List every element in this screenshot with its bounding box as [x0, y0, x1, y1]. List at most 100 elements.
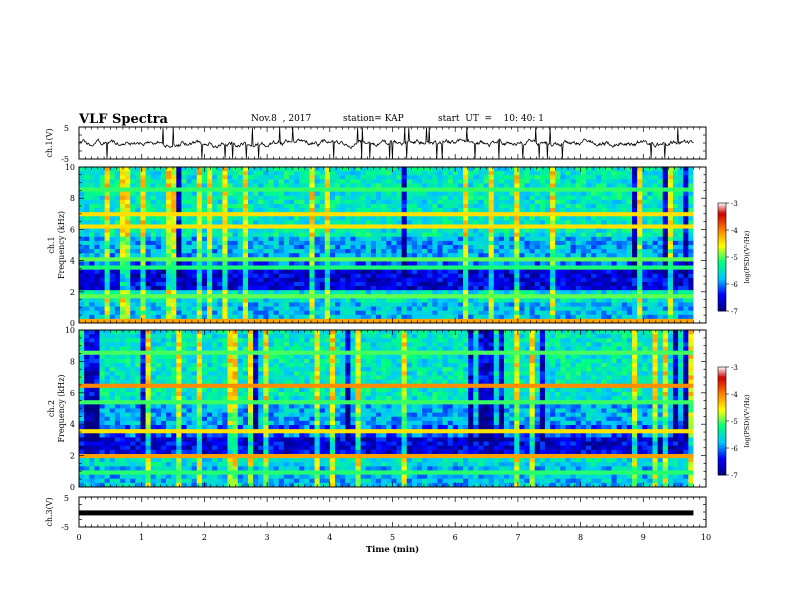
colorbar-tick-label: -3: [731, 200, 738, 208]
axes: [78, 126, 707, 528]
station-label: station= KAP: [343, 114, 404, 124]
colorbar-tick-label: -5: [731, 254, 738, 262]
colorbar-cell: [718, 426, 726, 429]
y-tick-label: 2: [70, 452, 75, 461]
colorbar-cell: [718, 408, 726, 411]
colorbar-cell: [718, 379, 726, 382]
colorbar-cell: [718, 449, 726, 452]
figure-title: VLF Spectra: [79, 112, 168, 127]
colorbar-cell: [718, 404, 726, 407]
y-tick-label: 4: [70, 257, 75, 266]
colorbar-cell: [718, 397, 726, 400]
colorbar-cell: [718, 222, 726, 225]
colorbar-cell: [718, 249, 726, 252]
y-tick-label: 5: [64, 494, 69, 503]
x-tick-label: 2: [202, 533, 207, 542]
colorbar-cell: [718, 237, 726, 240]
colorbar-tick-label: -4: [731, 391, 738, 399]
colorbar-cell: [718, 293, 726, 296]
colorbar-cell: [718, 401, 726, 404]
colorbar-cell: [718, 255, 726, 258]
colorbar-cell: [718, 258, 726, 261]
colorbar-cell: [718, 302, 726, 305]
colorbar-cell: [718, 253, 726, 256]
colorbar-cell: [718, 266, 726, 269]
y-axis-label: ch.3(V): [45, 497, 54, 526]
spectrogram-ch1: [79, 167, 706, 324]
colorbar-cell: [718, 374, 726, 377]
colorbar-cell: [718, 451, 726, 454]
colorbar-cell: [718, 291, 726, 294]
colorbar-cell: [718, 233, 726, 236]
colorbar-cell: [718, 381, 726, 384]
colorbar-cell: [718, 440, 726, 443]
colorbar-cell: [718, 444, 726, 447]
colorbar-cell: [718, 307, 726, 310]
colorbar-cell: [718, 284, 726, 287]
colorbars: [717, 202, 729, 476]
colorbar-cell: [718, 372, 726, 375]
colorbar-cell: [718, 230, 726, 233]
colorbar-tick-label: -3: [731, 364, 738, 372]
colorbar-cell: [718, 430, 726, 433]
colorbar-cell: [718, 421, 726, 424]
colorbar-cell: [718, 271, 726, 274]
x-tick-label: 6: [453, 533, 458, 542]
colorbar-cell: [718, 242, 726, 245]
colorbar-cell: [718, 203, 726, 206]
colorbar-cell: [718, 264, 726, 267]
colorbar-cell: [718, 204, 726, 207]
colorbar-cell: [718, 305, 726, 308]
colorbar-cell: [718, 244, 726, 247]
colorbar-cell: [718, 460, 726, 463]
y-tick-label: 10: [65, 163, 75, 172]
colorbar-cell: [718, 239, 726, 242]
colorbar-cell: [718, 442, 726, 445]
colorbar-cell: [718, 403, 726, 406]
colorbar-cell: [718, 298, 726, 301]
colorbar-tick-label: -5: [731, 418, 738, 426]
colorbar-cell: [718, 368, 726, 371]
colorbar-cell: [718, 433, 726, 436]
colorbar-cell: [718, 448, 726, 451]
y-tick-label: 0: [70, 483, 75, 492]
x-tick-label: 1: [139, 533, 144, 542]
colorbar-cell: [718, 294, 726, 297]
colorbar-cell: [718, 300, 726, 303]
colorbar-cell: [718, 431, 726, 434]
colorbar-cell: [718, 410, 726, 413]
colorbar-cell: [718, 226, 726, 229]
y-tick-label: 4: [70, 420, 75, 429]
y-tick-label: 6: [70, 225, 75, 234]
colorbar-cell: [718, 473, 726, 476]
x-tick-label: 8: [578, 533, 583, 542]
colorbar-tick-label: -4: [731, 227, 738, 235]
x-tick-label: 7: [515, 533, 520, 542]
colorbar-label: log(PSD)(V²/Hz): [743, 230, 751, 283]
y-tick-label: 2: [70, 288, 75, 297]
colorbar-cell: [718, 260, 726, 263]
ch3-waveform-line: [79, 510, 694, 516]
colorbar-cell: [718, 228, 726, 231]
colorbar-cell: [718, 464, 726, 467]
y-axis-label: ch.1(V): [45, 128, 54, 157]
colorbar-tick-label: -7: [731, 472, 738, 480]
spectrogram-ch2: [79, 330, 706, 488]
colorbar-cell: [718, 394, 726, 397]
y-tick-label: 8: [70, 357, 75, 366]
colorbar-cell: [718, 287, 726, 290]
colorbar-cell: [718, 275, 726, 278]
y-axis-label: ch.1: [47, 236, 56, 253]
colorbar-cell: [718, 231, 726, 234]
colorbar-cell: [718, 435, 726, 438]
colorbar-cell: [718, 453, 726, 456]
colorbar-cell: [718, 385, 726, 388]
ch1-waveform-line: [79, 127, 694, 159]
colorbar-cell: [718, 248, 726, 251]
colorbar-cell: [718, 262, 726, 265]
x-tick-label: 0: [76, 533, 81, 542]
colorbar-cell: [718, 257, 726, 260]
colorbar-tick-label: -7: [731, 308, 738, 316]
